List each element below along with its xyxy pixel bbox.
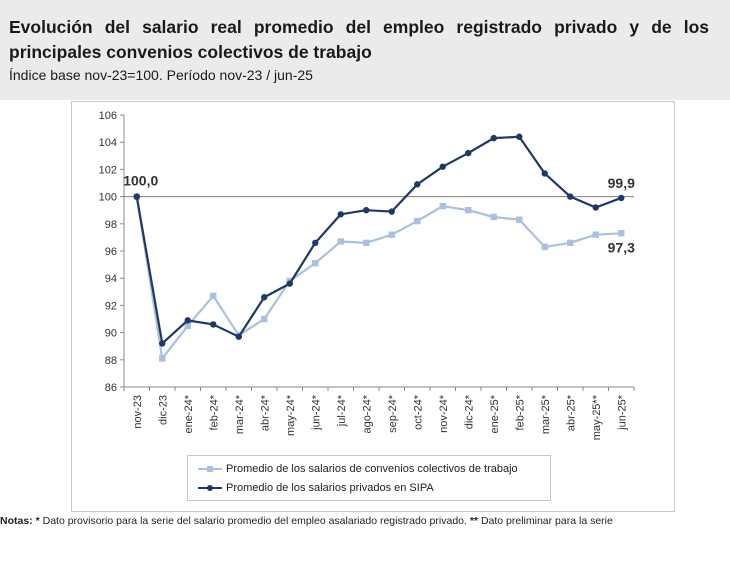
series-1-point [618, 194, 625, 202]
y-tick-label: 92 [105, 300, 117, 312]
legend-item-convenios: Promedio de los salarios de convenios co… [198, 460, 518, 478]
x-tick-label: dic-24* [463, 394, 475, 429]
x-tick-label: oct-24* [412, 394, 424, 430]
header: Evolución del salario real promedio del … [0, 0, 730, 100]
data-label-1: 99,9 [608, 175, 635, 191]
series-0-point [159, 355, 166, 362]
x-tick-label: ago-24* [361, 394, 373, 433]
y-tick-label: 104 [99, 137, 117, 149]
x-tick-label: ene-25* [489, 394, 501, 433]
series-0-point [184, 322, 191, 329]
x-tick-label: nov-24* [438, 394, 450, 433]
page-subtitle: Índice base nov-23=100. Período nov-23 /… [9, 67, 313, 83]
x-tick-label: jun-24* [310, 394, 322, 431]
x-tick-label: may-25** [591, 394, 603, 440]
x-tick-label: abr-24* [259, 394, 271, 431]
data-label-0: 100,0 [123, 173, 158, 189]
series-1-point [592, 204, 599, 211]
series-1-point [414, 181, 421, 188]
notes-label: Notas: [0, 515, 33, 527]
legend-item-sipa: Promedio de los salarios privados en SIP… [198, 479, 434, 497]
x-tick-label: sep-24* [387, 394, 399, 433]
series-0-point [541, 243, 548, 251]
line-chart: 86 88 90 92 94 96 98 100 102 104 106 nov-23 dic-23 en… [99, 110, 635, 440]
y-tick-label: 86 [105, 382, 117, 394]
y-tick-label: 96 [105, 246, 117, 258]
series-1-point [465, 149, 472, 157]
chart-legend: Promedio de los salarios de convenios co… [187, 455, 551, 501]
chart-frame [71, 101, 675, 512]
series-0-point [618, 230, 625, 237]
series-line-0 [135, 196, 622, 360]
legend-label-sipa: Promedio de los salarios privados en SIP… [226, 482, 434, 494]
x-tick-label: dic-23 [157, 395, 169, 425]
series-1-point [388, 208, 395, 215]
notes-text-2: Dato preliminar para la serie [478, 515, 613, 527]
series-1-point [210, 321, 217, 328]
series-0-point [312, 260, 319, 267]
y-tick-label: 98 [105, 219, 117, 231]
series-1-point [184, 317, 191, 324]
x-tick-label: mar-24* [234, 394, 246, 434]
y-tick-label: 100 [99, 192, 117, 204]
x-tick-label: mar-25* [540, 394, 552, 434]
data-label-2: 97,3 [608, 239, 635, 255]
series-1-point [159, 340, 166, 347]
x-tick-label: feb-24* [208, 394, 220, 430]
series-1-point [312, 239, 319, 247]
y-tick-label: 88 [105, 355, 117, 367]
series-0-point [567, 239, 574, 247]
footnotes: Notas: * Dato provisorio para la serie d… [0, 515, 730, 527]
x-tick-label: nov-23 [132, 395, 144, 429]
series-0-point [439, 202, 446, 210]
y-tick-label: 106 [99, 110, 117, 122]
series-0-point [337, 238, 344, 245]
notes-marker-2: ** [469, 515, 479, 527]
notes-text-1: Dato provisorio para la serie del salari… [39, 515, 470, 527]
series-1-point [567, 193, 574, 200]
series-0-point [363, 239, 370, 247]
legend-swatch-sipa [198, 483, 222, 493]
series-1-point [133, 193, 140, 200]
notes-marker-1: * [35, 515, 40, 527]
series-0-point [465, 207, 472, 214]
series-0-point [210, 292, 217, 300]
series-1-point [516, 133, 523, 140]
legend-label-convenios: Promedio de los salarios de convenios co… [226, 463, 518, 475]
series-1-point [261, 294, 268, 301]
series-1-point [337, 211, 344, 218]
x-tick-label: jul-24* [336, 394, 348, 427]
x-tick-label: ene-24* [183, 394, 195, 433]
series-1-point [235, 333, 242, 340]
x-tick-label: abr-25* [565, 394, 577, 431]
series-1-point [490, 134, 497, 142]
y-tick-label: 94 [105, 273, 117, 285]
series-0-point [388, 231, 395, 238]
legend-swatch-convenios [198, 464, 222, 474]
series-0-point [414, 217, 421, 225]
series-0-point [516, 216, 523, 223]
series-0-point [490, 213, 497, 221]
x-tick-label: jun-25* [616, 394, 628, 431]
y-tick-label: 102 [99, 164, 117, 176]
page-title: Evolución del salario real promedio del … [9, 17, 709, 62]
y-tick-label: 90 [105, 328, 117, 340]
series-1-point [286, 280, 293, 287]
series-1-point [439, 163, 446, 170]
x-tick-label: may-24* [285, 394, 297, 436]
series-0-point [261, 315, 268, 323]
series-0-point [592, 231, 599, 238]
series-1-point [363, 207, 370, 214]
series-1-point [541, 170, 548, 177]
x-tick-label: feb-25* [514, 394, 526, 430]
series-line-1 [135, 135, 622, 345]
